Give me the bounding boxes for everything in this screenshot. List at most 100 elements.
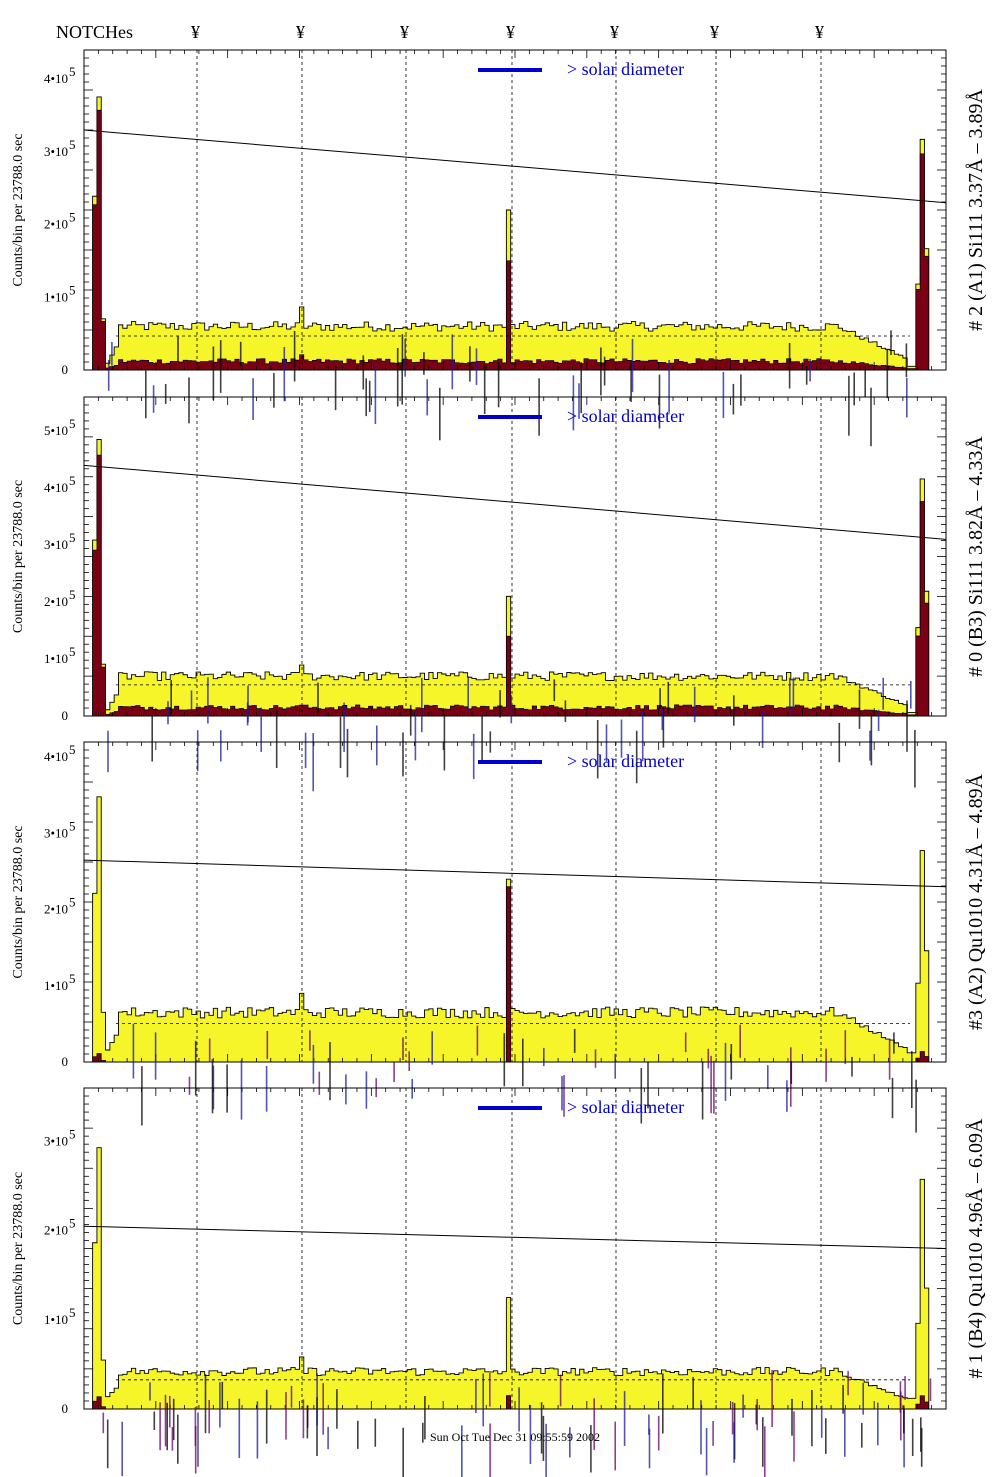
annotation-mark xyxy=(475,1378,477,1413)
annotation-mark xyxy=(316,1373,318,1426)
notch-symbol: ¥ xyxy=(296,22,305,42)
annotation-mark xyxy=(343,702,345,752)
trend-line xyxy=(83,129,947,204)
annotation-mark xyxy=(151,716,153,762)
annotation-mark xyxy=(188,1076,191,1095)
annotation-mark xyxy=(169,1396,171,1428)
y-axis-label: Counts/bin per 23788.0 sec xyxy=(11,1172,26,1325)
annotation-mark xyxy=(886,349,889,399)
annotation-mark xyxy=(327,1426,329,1450)
annotation-mark xyxy=(572,375,575,431)
annotation-mark xyxy=(563,1075,565,1117)
legend-label: > solar diameter xyxy=(567,406,684,426)
annotation-mark xyxy=(900,1391,902,1441)
line-annotations xyxy=(102,1369,932,1477)
series-total-histogram xyxy=(84,796,946,1063)
annotation-mark xyxy=(194,1406,197,1446)
annotation-mark xyxy=(733,695,735,726)
panel-title: # 0 (B3) Si111 3.82Å – 4.33Å xyxy=(965,436,987,677)
annotation-mark xyxy=(522,1038,524,1087)
annotation-mark xyxy=(864,366,866,398)
annotation-mark xyxy=(345,1074,347,1105)
annotation-mark xyxy=(605,724,608,762)
y-axis-label: Counts/bin per 23788.0 sec xyxy=(11,133,26,286)
annotation-mark xyxy=(844,1030,847,1065)
notch-symbol: ¥ xyxy=(400,22,409,42)
plot-frame xyxy=(83,396,947,717)
notch-symbol: ¥ xyxy=(710,22,719,42)
annotation-mark xyxy=(145,370,147,419)
y-tick-label: 1•10 xyxy=(44,1312,68,1327)
annotation-mark xyxy=(376,725,378,766)
annotation-mark xyxy=(594,1049,597,1068)
annotation-mark xyxy=(904,1376,906,1400)
annotation-mark xyxy=(396,348,399,407)
y-tick-exponent: 5 xyxy=(69,644,76,659)
y-tick-label: 2•10 xyxy=(44,1223,68,1238)
annotation-mark xyxy=(914,729,916,788)
annotation-mark xyxy=(529,1404,532,1464)
y-tick-label: 5•10 xyxy=(44,423,68,438)
annotation-mark xyxy=(439,387,441,441)
trend-line xyxy=(83,859,947,888)
annotation-mark xyxy=(771,1369,773,1427)
annotation-mark xyxy=(451,334,454,390)
annotation-mark xyxy=(559,1374,562,1407)
annotation-mark xyxy=(742,1394,744,1418)
annotation-mark xyxy=(190,690,193,713)
annotation-mark xyxy=(915,1079,917,1133)
y-tick-label: 2•10 xyxy=(44,902,68,917)
annotation-mark xyxy=(111,342,113,366)
annotation-mark xyxy=(273,373,275,408)
annotation-mark xyxy=(422,1422,424,1443)
annotation-mark xyxy=(424,1396,426,1440)
annotation-mark xyxy=(668,360,670,413)
annotation-mark xyxy=(614,1053,616,1079)
annotation-mark xyxy=(869,730,871,761)
annotation-mark xyxy=(265,1389,268,1444)
y-axis-label: Counts/bin per 23788.0 sec xyxy=(11,825,26,978)
annotation-mark xyxy=(661,708,664,731)
annotation-mark xyxy=(489,1373,491,1407)
notch-symbol: ¥ xyxy=(506,22,515,42)
series-inner-histogram xyxy=(84,1395,946,1410)
annotation-mark xyxy=(662,707,665,748)
annotation-mark xyxy=(692,1377,694,1409)
annotation-mark xyxy=(260,707,262,752)
annotation-mark xyxy=(658,374,661,429)
y-tick-label: 4•10 xyxy=(44,71,68,86)
annotation-mark xyxy=(309,1030,311,1051)
annotation-mark xyxy=(153,1411,156,1430)
annotation-mark xyxy=(569,1427,571,1458)
line-annotations xyxy=(107,330,908,447)
notch-symbol: ¥ xyxy=(815,22,824,42)
annotation-mark xyxy=(170,680,172,714)
annotation-mark xyxy=(764,1426,766,1477)
annotation-mark xyxy=(911,1418,914,1456)
annotation-mark xyxy=(590,1425,592,1473)
annotation-mark xyxy=(910,680,912,709)
annotation-mark xyxy=(620,719,623,758)
y-tick-label: 1•10 xyxy=(44,978,68,993)
line-annotations xyxy=(132,1023,917,1133)
y-tick-label: 0 xyxy=(62,708,69,723)
annotation-mark xyxy=(172,1398,175,1441)
y-tick-exponent: 5 xyxy=(69,1127,76,1142)
annotation-mark xyxy=(596,720,599,779)
annotation-mark xyxy=(701,1061,704,1120)
panel-title: # 2 (A1) Si111 3.37Å – 3.89Å xyxy=(965,89,987,331)
annotation-mark xyxy=(870,387,872,447)
annotation-mark xyxy=(401,359,403,405)
annotation-mark xyxy=(247,685,249,723)
annotation-mark xyxy=(159,1402,161,1451)
annotation-mark xyxy=(219,1382,221,1428)
annotation-mark xyxy=(882,677,884,710)
annotation-mark xyxy=(890,330,892,355)
panel-title: #3 (A2) Qu1010 4.31Å – 4.89Å xyxy=(965,773,987,1030)
annotation-mark xyxy=(194,1426,197,1474)
legend-label: > solar diameter xyxy=(567,751,684,771)
annotation-mark xyxy=(194,1040,197,1096)
